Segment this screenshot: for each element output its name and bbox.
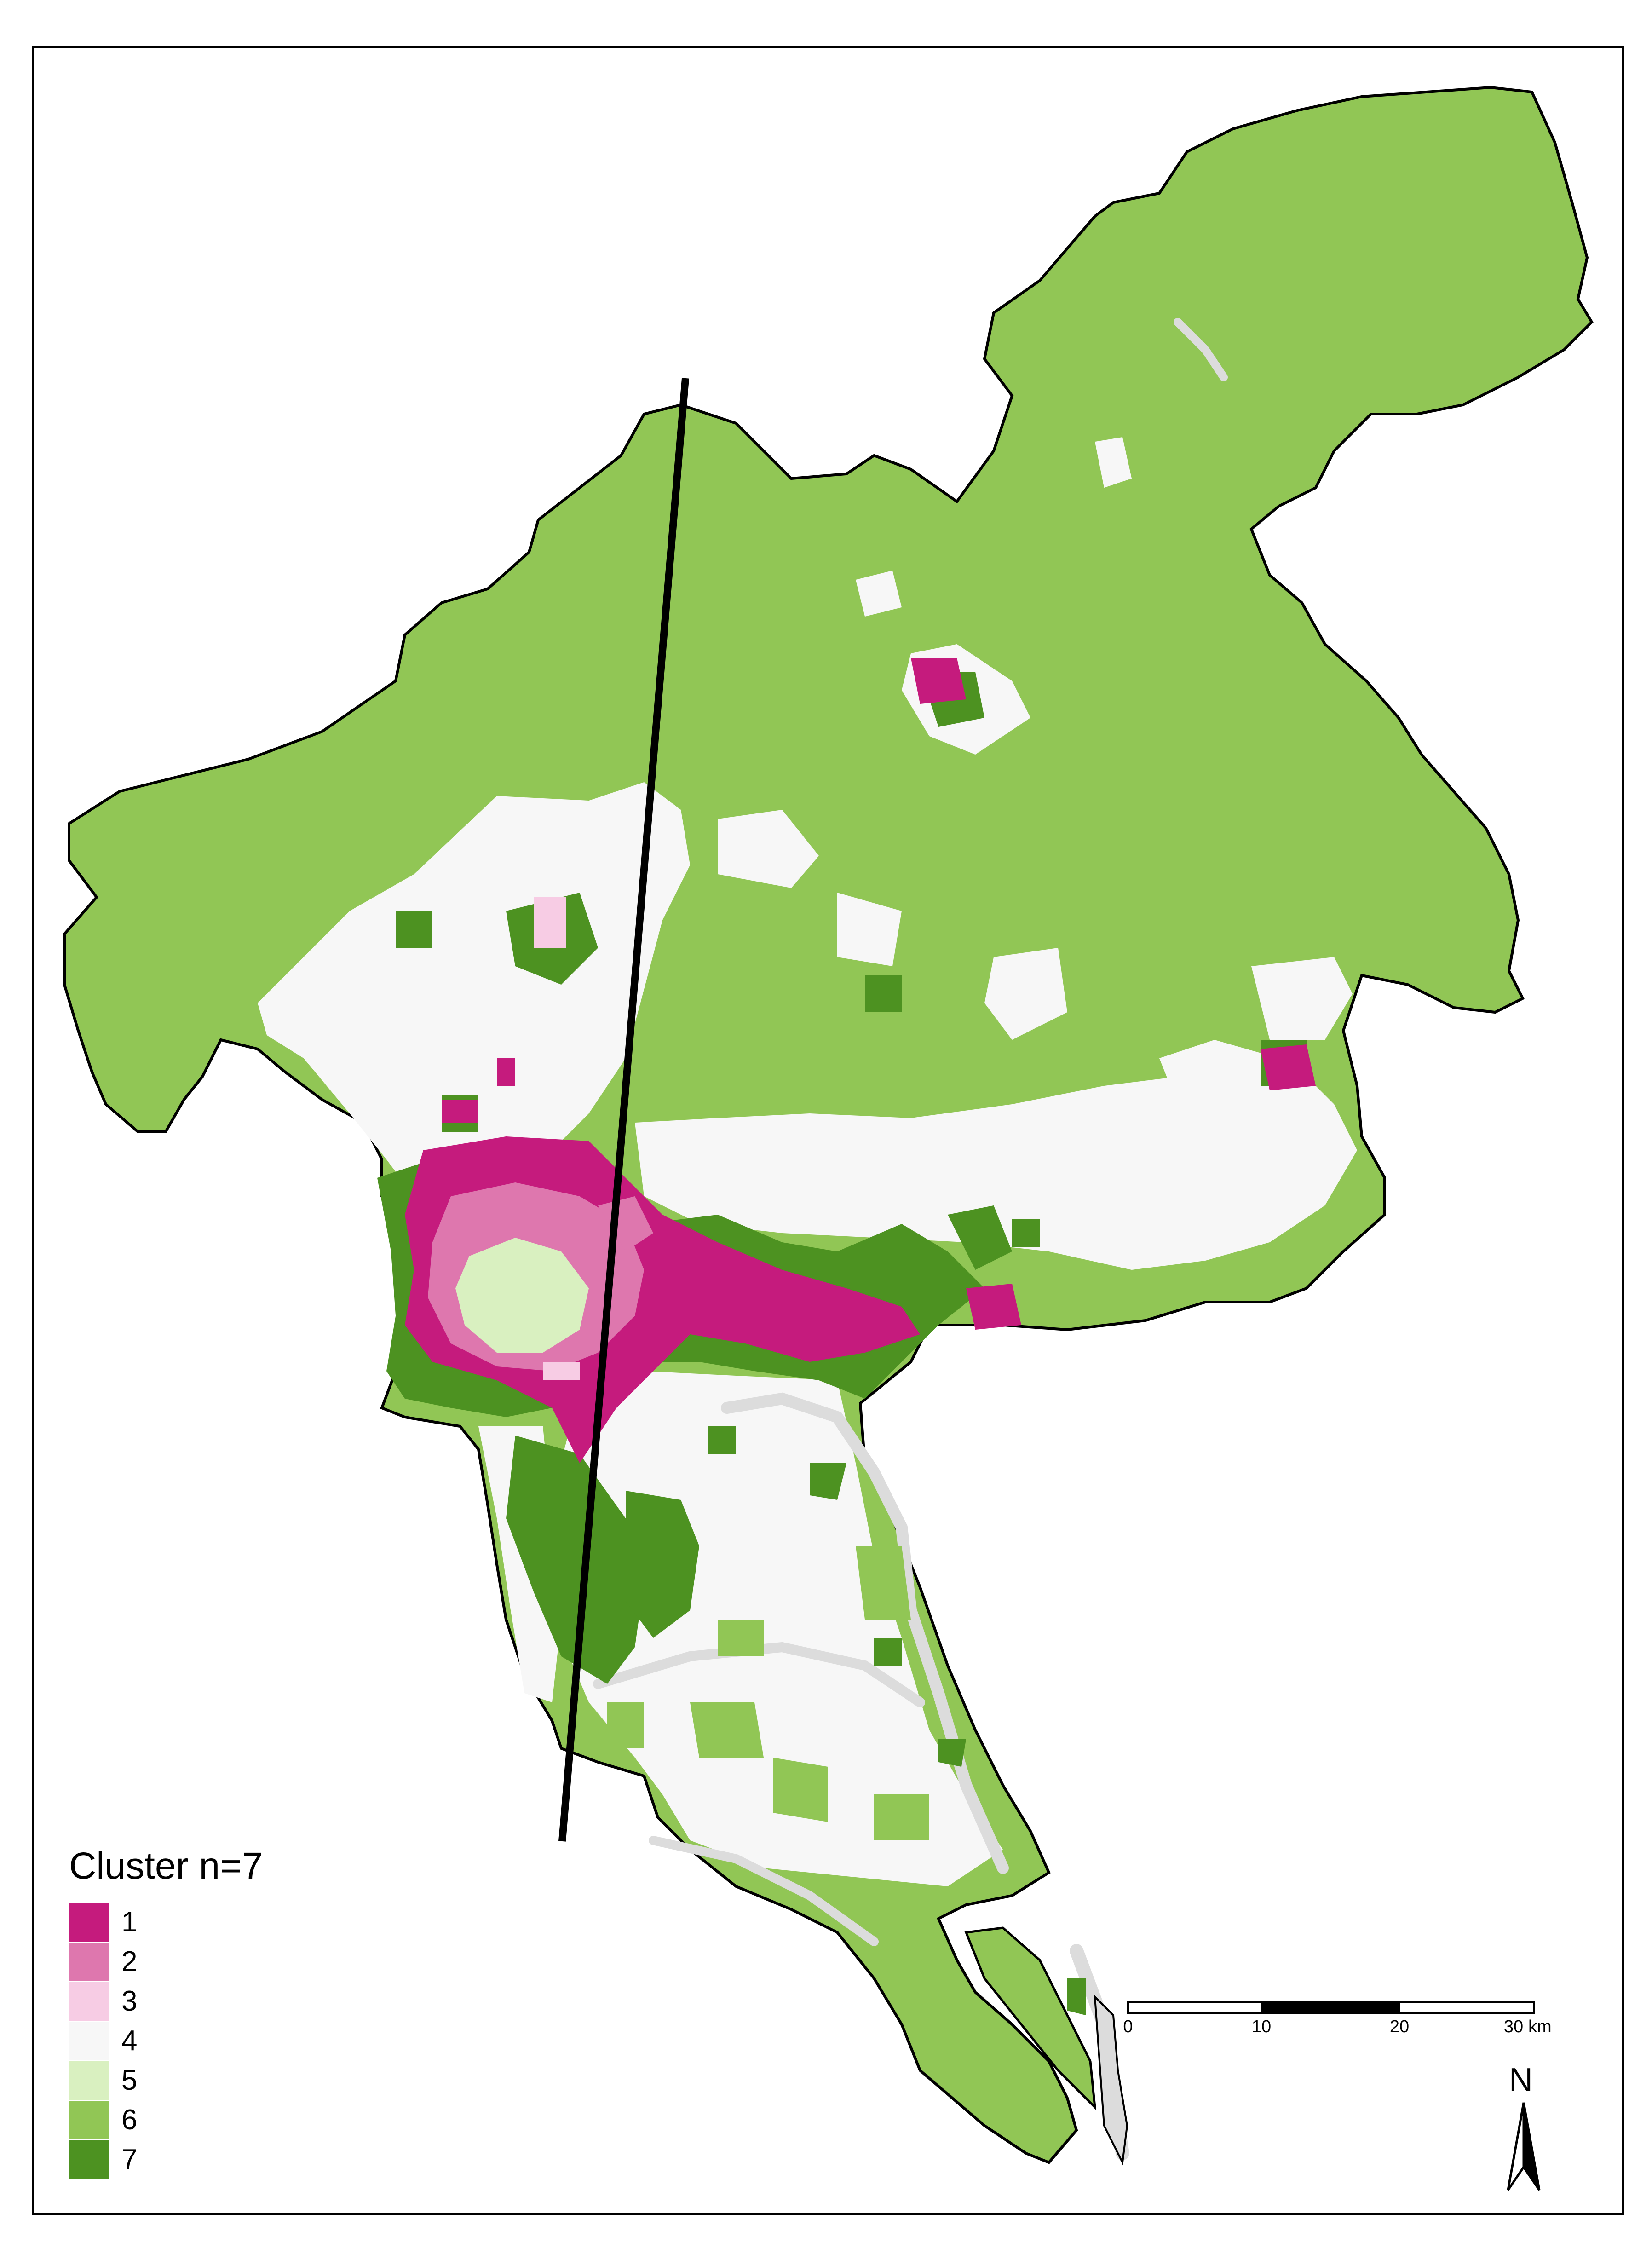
- scale-tick-label: 20: [1389, 2017, 1410, 2036]
- legend-swatch: [69, 2101, 109, 2139]
- legend-label: 5: [121, 2064, 138, 2096]
- legend-label: 3: [121, 1985, 138, 2017]
- legend-swatch: [69, 1982, 109, 2021]
- legend-label: 2: [121, 1946, 138, 1978]
- cluster-6-southern-patches: [607, 1546, 929, 1840]
- legend-item: 6: [69, 2100, 137, 2140]
- legend-label: 6: [121, 2104, 138, 2136]
- legend: 1 2 3 4 5 6 7: [69, 1903, 137, 2179]
- legend-swatch: [69, 2140, 109, 2179]
- legend-label: 4: [121, 2025, 138, 2057]
- scale-tick-label: 10: [1251, 2017, 1272, 2036]
- scale-tick-label: 0: [1123, 2017, 1133, 2036]
- north-label: N: [1509, 2062, 1533, 2099]
- legend-item: 2: [69, 1942, 137, 1982]
- legend-swatch: [69, 2022, 109, 2060]
- legend-item: 1: [69, 1903, 137, 1942]
- scale-tick-label: 30: [1503, 2017, 1524, 2036]
- cluster-3-patches: [534, 897, 580, 1380]
- north-arrow-icon: [1507, 2102, 1541, 2191]
- island-east: [964, 1926, 1097, 2110]
- legend-label: 1: [121, 1906, 138, 1938]
- legend-item: 5: [69, 2061, 137, 2100]
- legend-item: 7: [69, 2140, 137, 2179]
- legend-item: 4: [69, 2021, 137, 2061]
- island-river-gray: [1094, 1994, 1128, 2166]
- legend-swatch: [69, 2061, 109, 2100]
- legend-item: 3: [69, 1982, 137, 2021]
- legend-title: Cluster n=7: [69, 1845, 263, 1887]
- cluster-5-patches: [455, 1238, 589, 1353]
- scale-unit: km: [1528, 2017, 1552, 2036]
- map-frame: [32, 46, 1624, 2215]
- legend-label: 7: [121, 2144, 138, 2175]
- legend-swatch: [69, 1903, 109, 1942]
- transect-line: [558, 378, 689, 1842]
- legend-swatch: [69, 1943, 109, 1981]
- scale-bar: [1127, 2001, 1535, 2014]
